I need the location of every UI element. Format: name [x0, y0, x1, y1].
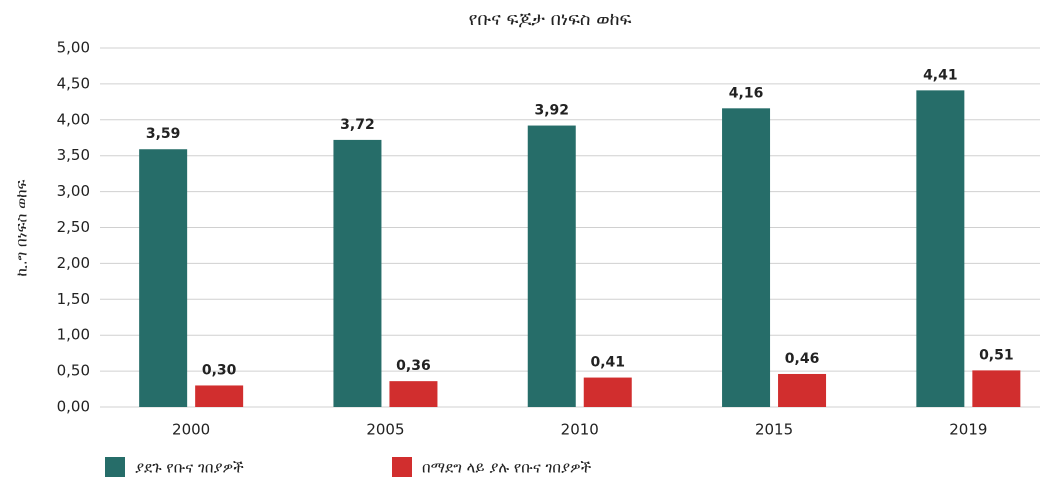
y-tick-label: 4,00	[57, 110, 90, 128]
bar	[722, 108, 771, 407]
x-tick-label: 2019	[949, 421, 987, 439]
bar	[583, 377, 632, 407]
bar	[778, 373, 827, 407]
legend-swatch	[105, 457, 125, 477]
value-label: 0,36	[396, 358, 431, 374]
legend-swatch	[392, 457, 412, 477]
value-label: 0,46	[785, 351, 820, 367]
value-label: 4,16	[729, 85, 764, 101]
value-label: 3,92	[534, 103, 569, 119]
value-label: 0,30	[202, 362, 237, 378]
bar	[916, 90, 965, 407]
y-tick-label: 1,00	[57, 326, 90, 344]
y-axis-label: ኪ.ግ በነፍስ ወከፍ	[13, 179, 31, 276]
value-label: 0,51	[979, 347, 1014, 363]
y-tick-label: 2,00	[57, 254, 90, 272]
x-tick-label: 2015	[755, 421, 793, 439]
bar	[527, 125, 576, 407]
bar	[139, 149, 188, 407]
legend-label: በማደግ ላይ ያሉ የቡና ገበያዎች	[422, 459, 592, 478]
y-tick-label: 5,00	[57, 39, 90, 57]
y-tick-label: 0,00	[57, 398, 90, 416]
y-tick-label: 0,50	[57, 362, 90, 380]
y-tick-label: 2,50	[57, 218, 90, 236]
bar	[195, 385, 244, 407]
chart-title: የቡና ፍጆታ በነፍስ ወከፍ	[469, 9, 632, 30]
y-tick-label: 4,50	[57, 74, 90, 92]
x-tick-label: 2010	[561, 421, 599, 439]
value-label: 3,59	[146, 126, 181, 142]
bar	[389, 381, 438, 407]
y-tick-label: 3,50	[57, 146, 90, 164]
x-tick-label: 2000	[172, 421, 210, 439]
bar	[333, 139, 382, 408]
y-tick-label: 3,00	[57, 182, 90, 200]
y-tick-label: 1,50	[57, 290, 90, 308]
value-label: 3,72	[340, 117, 375, 133]
value-label: 4,41	[923, 67, 958, 83]
value-label: 0,41	[590, 355, 625, 371]
legend-label: ያደጉ የቡና ገበያዎች	[135, 459, 244, 478]
x-tick-label: 2005	[366, 421, 404, 439]
bar	[972, 370, 1021, 407]
